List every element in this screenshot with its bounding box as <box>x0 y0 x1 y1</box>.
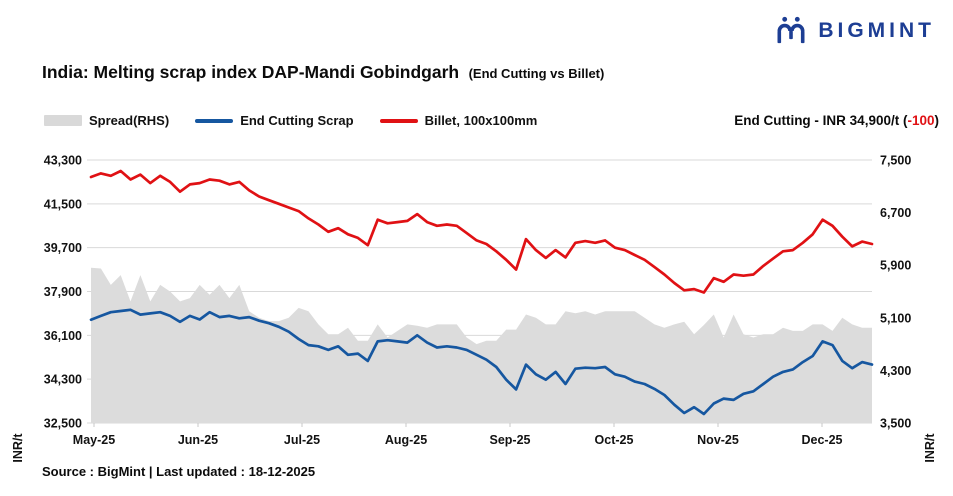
svg-text:5,100: 5,100 <box>880 311 911 325</box>
billet-line <box>89 169 874 294</box>
end-cutting-line <box>89 308 874 416</box>
svg-text:6,700: 6,700 <box>880 206 911 220</box>
page-title: India: Melting scrap index DAP-Mandi Gob… <box>42 62 604 83</box>
svg-text:34,300: 34,300 <box>44 373 82 387</box>
spread-area <box>91 267 872 423</box>
svg-text:41,500: 41,500 <box>44 197 82 211</box>
svg-text:7,500: 7,500 <box>880 154 911 168</box>
x-ticks <box>93 423 823 427</box>
price-change-value: -100 <box>907 113 935 128</box>
svg-text:3,500: 3,500 <box>880 417 911 431</box>
chart-title: India: Melting scrap index DAP-Mandi Gob… <box>42 62 460 82</box>
svg-text:Oct-25: Oct-25 <box>595 433 634 447</box>
y-axis-label-right: INR/t <box>923 433 937 463</box>
spread-area-swatch <box>44 115 82 126</box>
svg-text:Sep-25: Sep-25 <box>490 433 531 447</box>
x-axis-labels: May-25 Jun-25 Jul-25 Aug-25 Sep-25 Oct-25 Nov-… <box>73 433 843 447</box>
legend-item-billet: Billet, 100x100mm <box>379 113 538 128</box>
price-chart-svg: 43,300 41,500 39,700 37,900 36,100 34,300 32,5… <box>44 154 912 448</box>
legend-item-end-cutting: End Cutting Scrap <box>195 113 354 128</box>
bigmint-logo-icon <box>777 16 805 44</box>
legend-label-spread: Spread(RHS) <box>89 113 170 128</box>
svg-text:36,100: 36,100 <box>44 329 82 343</box>
legend-label-billet: Billet, 100x100mm <box>424 113 538 128</box>
brand-wordmark: BIGMINT <box>818 19 935 42</box>
annotation-prefix: End Cutting - INR 34,900/t ( <box>734 113 908 128</box>
chart-subtitle: (End Cutting vs Billet) <box>468 66 605 81</box>
end-cutting-line-swatch <box>195 118 234 123</box>
annotation-suffix: ) <box>934 113 940 128</box>
svg-text:43,300: 43,300 <box>44 154 82 168</box>
left-axis-labels: 43,300 41,500 39,700 37,900 36,100 34,300 32,5… <box>44 154 82 431</box>
source-note: Source : BigMint | Last updated : 18-12-… <box>42 464 316 479</box>
latest-price-annotation: End Cutting - INR 34,900/t (-100) <box>734 113 939 128</box>
svg-text:Jul-25: Jul-25 <box>284 433 320 447</box>
svg-text:4,300: 4,300 <box>880 364 911 378</box>
svg-text:32,500: 32,500 <box>44 417 82 431</box>
svg-text:5,900: 5,900 <box>880 259 911 273</box>
svg-text:Dec-25: Dec-25 <box>802 433 843 447</box>
legend-label-end-cutting: End Cutting Scrap <box>240 113 354 128</box>
chart-legend: Spread(RHS) End Cutting Scrap Billet, 10… <box>44 113 537 128</box>
svg-text:Nov-25: Nov-25 <box>697 433 739 447</box>
y-axis-label-left: INR/t <box>11 433 25 463</box>
legend-item-spread: Spread(RHS) <box>44 113 169 128</box>
svg-text:May-25: May-25 <box>73 433 115 447</box>
right-axis-labels: 7,500 6,700 5,900 5,100 4,300 3,500 <box>880 154 911 431</box>
chart-area: 43,300 41,500 39,700 37,900 36,100 34,300 32,5… <box>0 148 953 480</box>
brand-logo: BIGMINT <box>773 13 935 49</box>
svg-text:39,700: 39,700 <box>44 241 82 255</box>
svg-text:37,900: 37,900 <box>44 285 82 299</box>
billet-line-swatch <box>379 118 418 123</box>
svg-text:Jun-25: Jun-25 <box>178 433 218 447</box>
svg-text:Aug-25: Aug-25 <box>385 433 427 447</box>
